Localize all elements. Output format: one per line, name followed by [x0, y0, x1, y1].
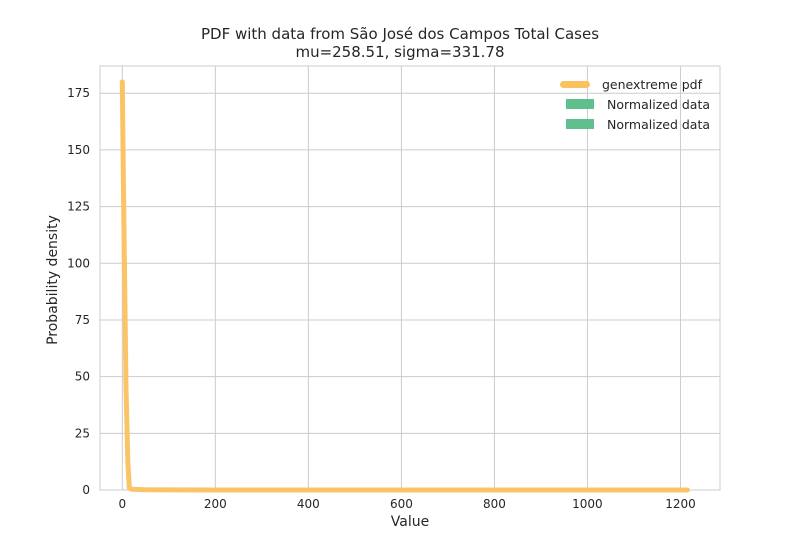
legend-patch-swatch [566, 119, 594, 129]
y-tick-label: 100 [67, 256, 90, 270]
x-tick-label: 400 [297, 497, 320, 511]
x-tick-label: 600 [390, 497, 413, 511]
legend-item-pdf: genextreme pdf [560, 74, 710, 94]
x-tick-label: 1000 [572, 497, 603, 511]
y-tick-label: 125 [67, 200, 90, 214]
y-tick-label: 175 [67, 86, 90, 100]
x-tick-label: 800 [483, 497, 506, 511]
series-layer [119, 79, 690, 493]
y-tick-label: 75 [75, 313, 90, 327]
legend-patch-swatch [566, 99, 594, 109]
y-tick-label: 0 [82, 483, 90, 497]
x-tick-label: 0 [119, 497, 127, 511]
legend-item-data-1: Normalized data [560, 94, 710, 114]
y-tick-label: 150 [67, 143, 90, 157]
legend-line-swatch [560, 80, 590, 88]
x-ticks: 0 200 400 600 800 1000 1200 [119, 497, 696, 511]
chart-title: PDF with data from São José dos Campos T… [200, 25, 600, 43]
series-line-pdf [119, 79, 690, 493]
x-tick-label: 200 [204, 497, 227, 511]
y-tick-label: 50 [75, 370, 90, 384]
x-tick-label: 1200 [665, 497, 696, 511]
y-axis-label: Probability density [45, 215, 61, 345]
legend-label-data-1: Normalized data [607, 96, 711, 112]
legend: genextreme pdf Normalized data Normalize… [560, 74, 710, 134]
y-tick-label: 25 [75, 426, 90, 440]
grid [100, 66, 720, 491]
legend-label-data-2: Normalized data [607, 116, 711, 132]
legend-item-data-2: Normalized data [560, 114, 710, 134]
chart-subtitle: mu=258.51, sigma=331.78 [295, 43, 505, 61]
x-axis-label: Value [390, 514, 430, 530]
y-ticks: 0 25 50 75 100 125 150 175 [67, 86, 90, 497]
legend-label-pdf: genextreme pdf [602, 76, 702, 92]
